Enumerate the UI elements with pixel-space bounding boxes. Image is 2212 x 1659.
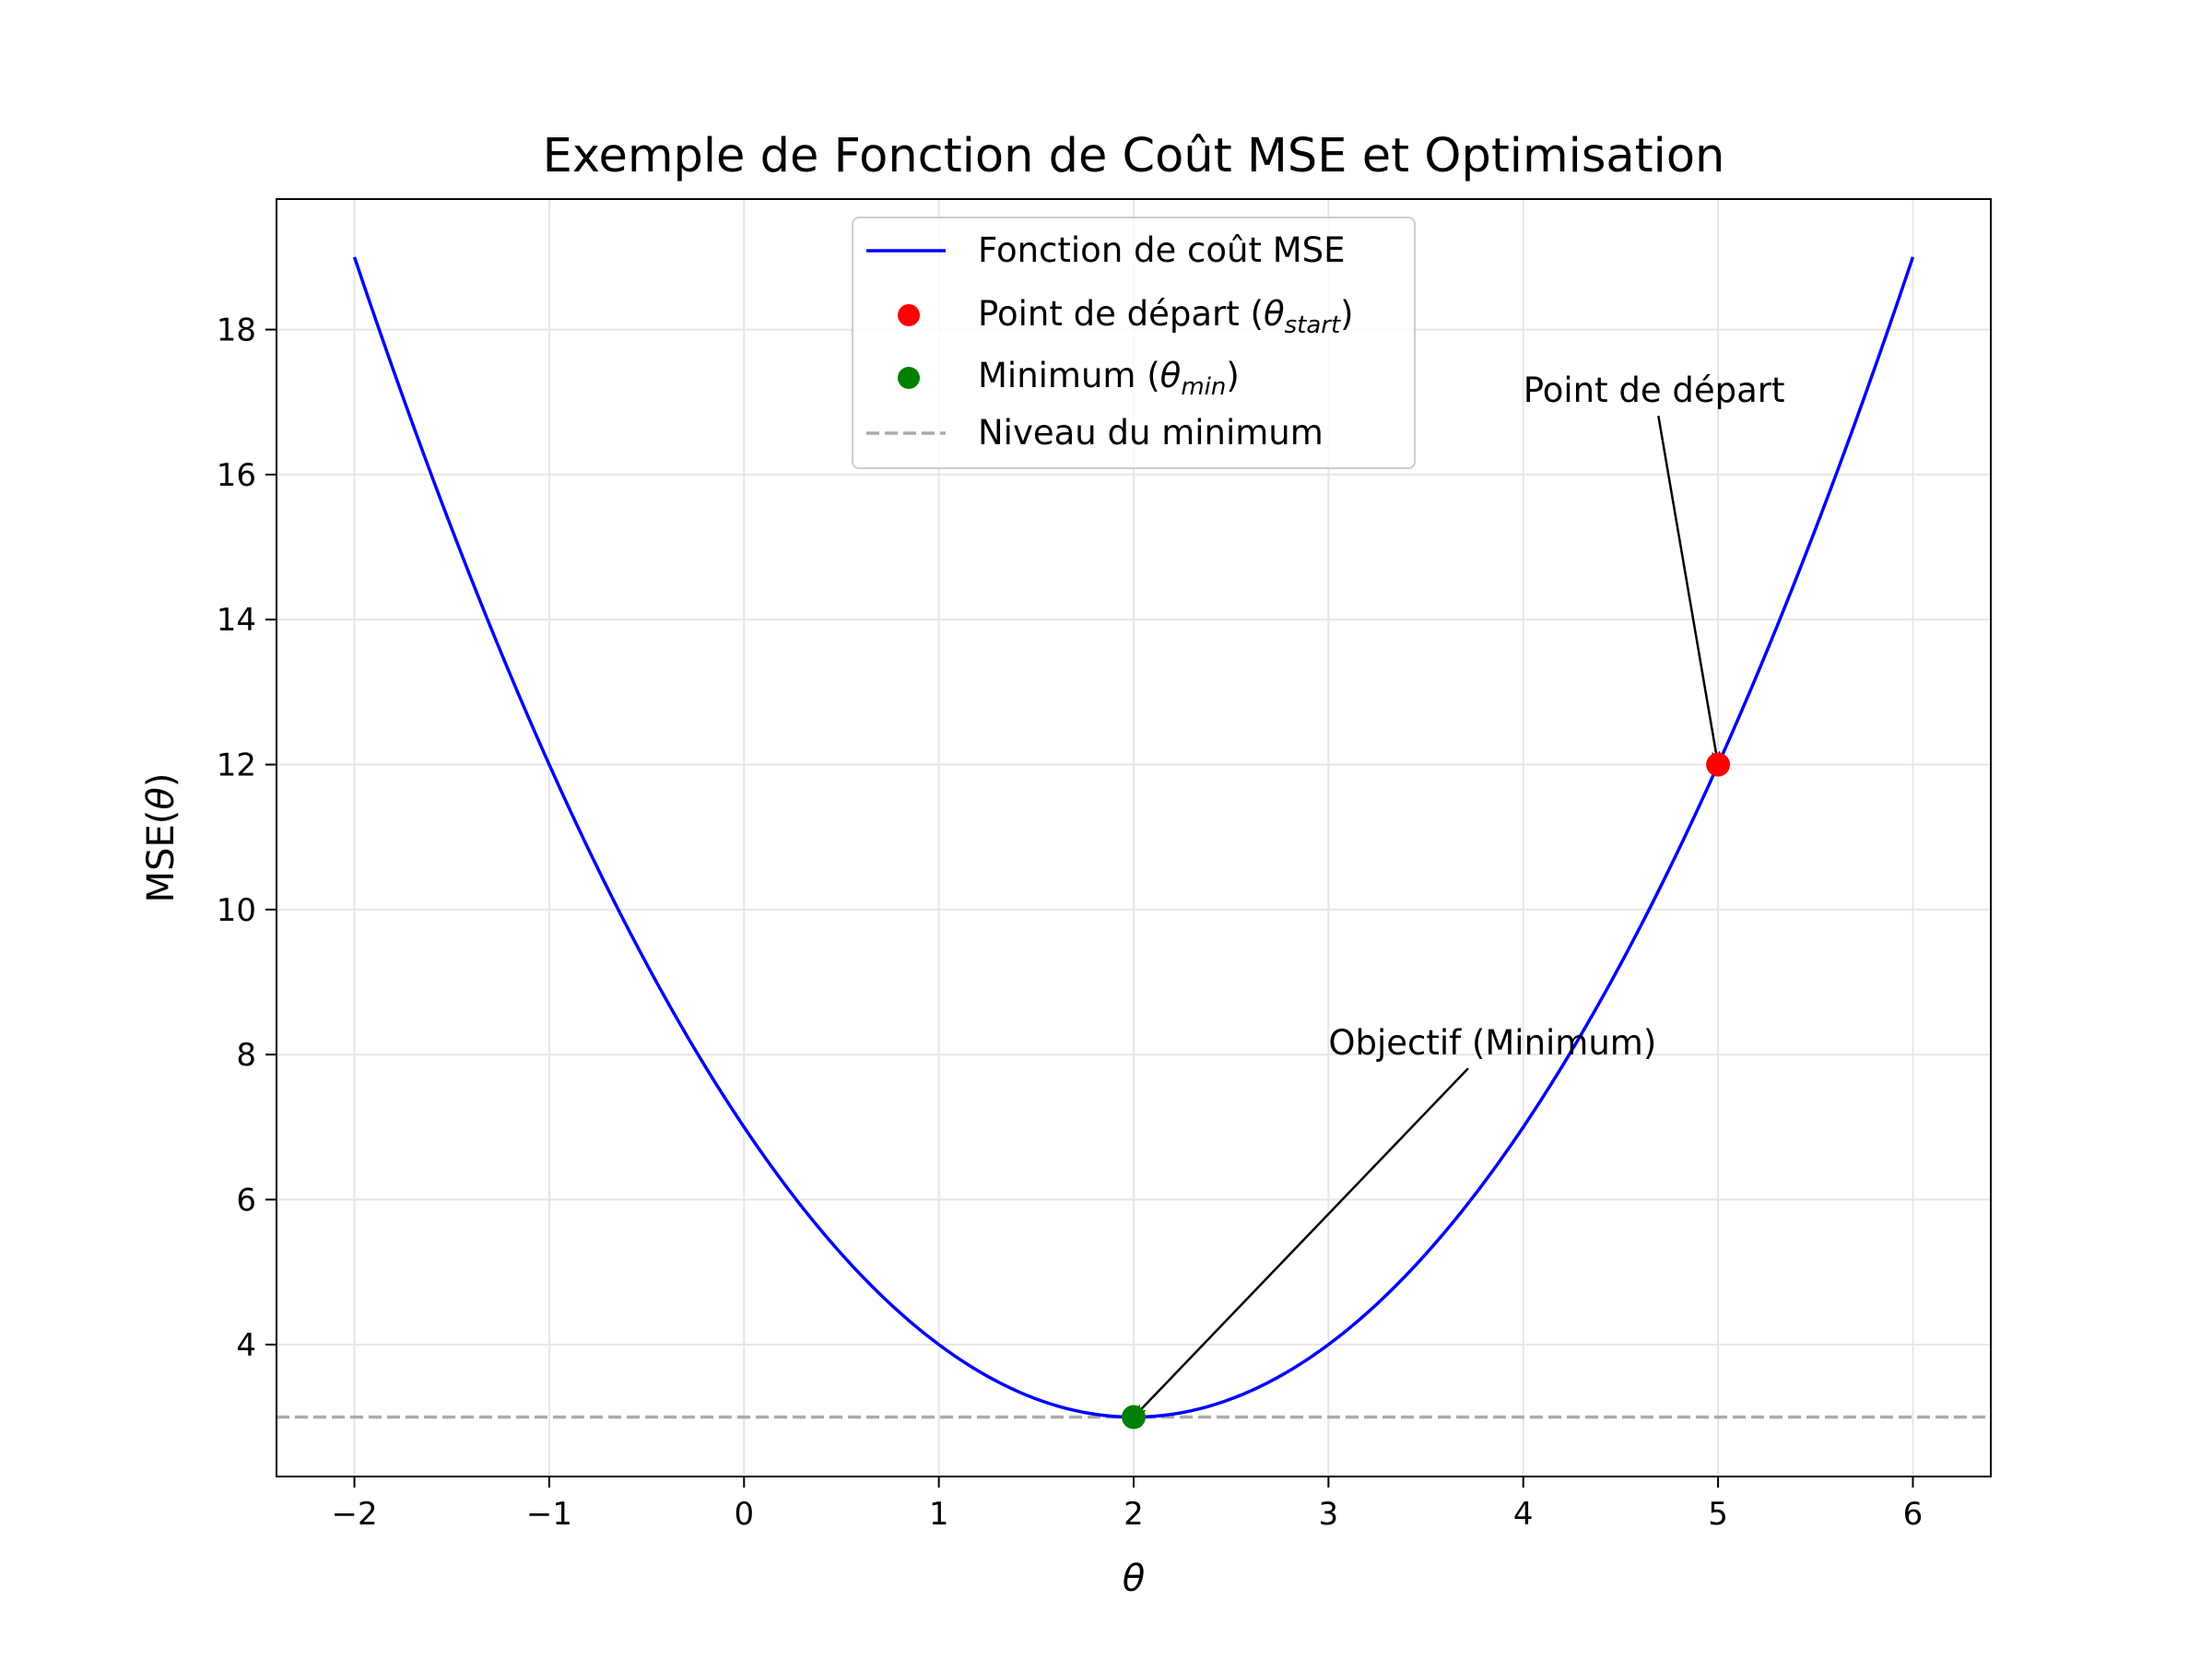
y-tick-label: 14 <box>217 602 256 639</box>
legend-minimum-label: Minimum (θmin) <box>978 356 1240 401</box>
annotation-minimum-label: Objectif (Minimum) <box>1328 1023 1656 1063</box>
y-tick-label: 12 <box>217 747 256 784</box>
y-axis-label: MSE(θ) <box>140 773 182 903</box>
x-tick-label: −2 <box>331 1496 377 1533</box>
x-tick-label: 4 <box>1513 1496 1534 1533</box>
legend-minimum-theta: θ <box>1160 356 1182 395</box>
y-axis-label-theta: θ <box>140 787 182 809</box>
y-tick-label: 8 <box>236 1037 256 1074</box>
y-tick-label: 10 <box>217 892 256 929</box>
x-axis-label: θ <box>1123 1558 1145 1600</box>
legend: Fonction de coût MSE Point de départ (θs… <box>852 217 1416 469</box>
annotation-layer: Point de départ Objectif (Minimum) <box>1137 371 1785 1413</box>
x-tick-label: 2 <box>1124 1496 1144 1533</box>
x-tick-label: 6 <box>1903 1496 1924 1533</box>
y-axis-label-main: MSE( <box>140 810 182 903</box>
chart-title: Exemple de Fonction de Coût MSE et Optim… <box>543 129 1725 183</box>
start-point-marker <box>1706 752 1731 777</box>
points-layer <box>1122 752 1731 1430</box>
y-tick-label: 6 <box>236 1182 256 1219</box>
legend-start-sub: start <box>1285 312 1341 339</box>
x-tick-label: 0 <box>734 1496 754 1533</box>
grid <box>276 199 1991 1477</box>
legend-line-label: Fonction de coût MSE <box>978 230 1346 270</box>
y-axis-ticks: 4 6 8 10 12 14 16 18 <box>217 312 276 1364</box>
annotation-start-label: Point de départ <box>1524 371 1785 410</box>
legend-minimum-swatch <box>898 367 920 389</box>
y-tick-label: 16 <box>217 457 256 494</box>
legend-box <box>852 217 1416 469</box>
legend-start-swatch <box>898 304 920 326</box>
legend-start-prefix: Point de départ ( <box>978 294 1264 334</box>
x-tick-label: 3 <box>1319 1496 1339 1533</box>
x-tick-label: 1 <box>929 1496 949 1533</box>
y-tick-label: 4 <box>236 1327 256 1364</box>
annotation-minimum-arrow <box>1137 1067 1469 1413</box>
annotation-start-arrow <box>1657 416 1717 759</box>
legend-hline-label: Niveau du minimum <box>978 413 1324 453</box>
x-axis-ticks: −2 −1 0 1 2 3 4 5 6 <box>331 1477 1923 1533</box>
legend-minimum-suffix: ) <box>1226 356 1239 395</box>
x-tick-label: −1 <box>526 1496 572 1533</box>
legend-start-suffix: ) <box>1340 294 1353 334</box>
y-tick-label: 18 <box>217 312 256 349</box>
legend-minimum-prefix: Minimum ( <box>978 356 1160 395</box>
legend-start-theta: θ <box>1264 294 1285 334</box>
minimum-point-marker <box>1122 1405 1146 1430</box>
y-axis-label-close: ) <box>140 773 182 788</box>
legend-minimum-sub: min <box>1181 373 1226 401</box>
legend-start-label: Point de départ (θstart) <box>978 294 1354 339</box>
x-tick-label: 5 <box>1708 1496 1728 1533</box>
